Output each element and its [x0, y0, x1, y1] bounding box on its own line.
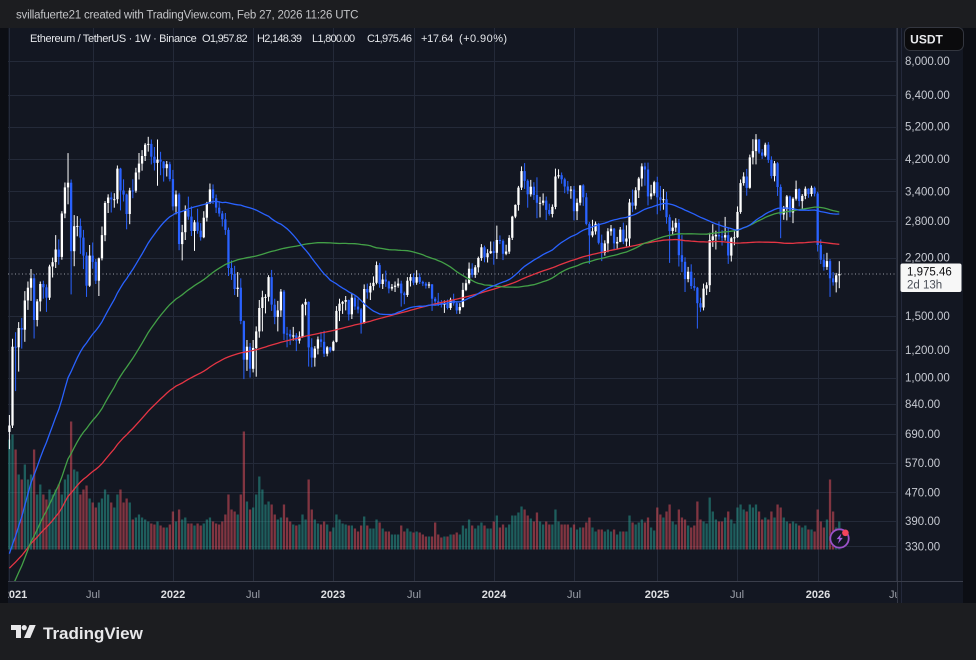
svg-text:3,400.00: 3,400.00	[905, 186, 950, 198]
svg-text:570.00: 570.00	[905, 458, 940, 470]
svg-text:330.00: 330.00	[905, 541, 940, 553]
svg-text:C1,975.46: C1,975.46	[367, 33, 412, 45]
svg-text:+17.64: +17.64	[421, 33, 453, 45]
svg-text:Jul: Jul	[86, 589, 100, 601]
svg-text:Jul: Jul	[407, 589, 421, 601]
svg-text:USDT: USDT	[910, 33, 943, 47]
svg-text:L1,800.00: L1,800.00	[312, 33, 355, 45]
svg-text:2022: 2022	[161, 589, 185, 601]
svg-text:2d 13h: 2d 13h	[907, 280, 942, 292]
svg-text:Jul: Jul	[889, 589, 903, 601]
svg-text:Jul: Jul	[567, 589, 581, 601]
svg-text:TradingView: TradingView	[43, 624, 144, 643]
svg-text:840.00: 840.00	[905, 399, 940, 411]
svg-text:svillafuerte21 created with Tr: svillafuerte21 created with TradingView.…	[16, 10, 358, 22]
svg-text:O1,957.82: O1,957.82	[202, 33, 247, 45]
svg-text:4,200.00: 4,200.00	[905, 154, 950, 166]
svg-text:2,800.00: 2,800.00	[905, 216, 950, 228]
svg-text:1,500.00: 1,500.00	[905, 311, 950, 323]
svg-text:1,200.00: 1,200.00	[905, 345, 950, 357]
svg-text:2024: 2024	[482, 589, 507, 601]
svg-text:690.00: 690.00	[905, 429, 940, 441]
svg-text:H2,148.39: H2,148.39	[257, 33, 302, 45]
svg-text:2025: 2025	[645, 589, 669, 601]
svg-text:2026: 2026	[806, 589, 830, 601]
svg-text:8,000.00: 8,000.00	[905, 56, 950, 68]
svg-text:6,400.00: 6,400.00	[905, 90, 950, 102]
svg-text:Jul: Jul	[246, 589, 260, 601]
svg-text:2,200.00: 2,200.00	[905, 253, 950, 265]
svg-text:1,975.46: 1,975.46	[907, 267, 952, 279]
svg-text:390.00: 390.00	[905, 516, 940, 528]
svg-text:5,200.00: 5,200.00	[905, 122, 950, 134]
svg-text:Ethereum / TetherUS · 1W · Bin: Ethereum / TetherUS · 1W · Binance	[30, 33, 197, 45]
svg-text:Jul: Jul	[730, 589, 744, 601]
svg-text:(+0.90%): (+0.90%)	[459, 33, 508, 45]
svg-text:2021: 2021	[3, 589, 27, 601]
svg-text:2023: 2023	[321, 589, 345, 601]
svg-text:1,000.00: 1,000.00	[905, 373, 950, 385]
svg-text:470.00: 470.00	[905, 488, 940, 500]
